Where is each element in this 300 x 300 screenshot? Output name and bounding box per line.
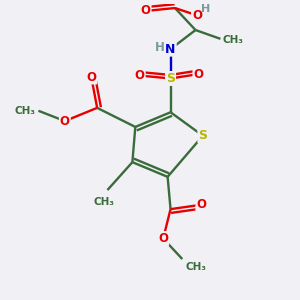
Text: O: O — [141, 4, 151, 17]
Text: S: S — [166, 72, 175, 85]
Text: CH₃: CH₃ — [94, 197, 115, 207]
Text: O: O — [86, 70, 96, 83]
Text: S: S — [198, 129, 207, 142]
Text: CH₃: CH₃ — [223, 35, 244, 45]
Text: O: O — [60, 115, 70, 128]
Text: O: O — [196, 198, 206, 211]
Text: O: O — [194, 68, 203, 81]
Text: CH₃: CH₃ — [14, 106, 35, 116]
Text: H: H — [154, 41, 164, 54]
Text: H: H — [201, 4, 210, 14]
Text: CH₃: CH₃ — [185, 262, 206, 272]
Text: O: O — [192, 9, 202, 22]
Text: O: O — [135, 69, 145, 82]
Text: O: O — [158, 232, 168, 245]
Text: N: N — [165, 43, 176, 56]
